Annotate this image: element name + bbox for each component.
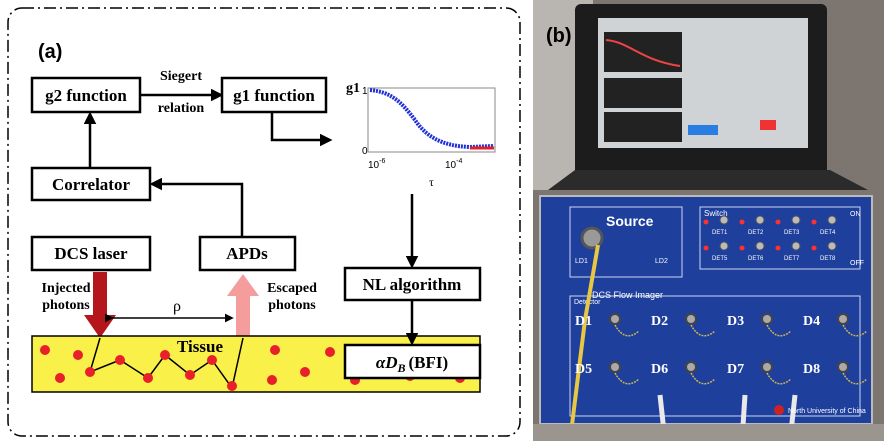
screen-plot [604,112,682,142]
led [740,220,745,225]
edge-label: relation [158,101,205,116]
label: photons [42,298,90,313]
node-label: DCS laser [54,244,128,263]
screen-button [688,125,718,135]
switch-det-label: DET3 [784,230,800,236]
detector-port [762,362,772,372]
toggle [720,242,728,250]
label: ρ [173,298,181,315]
detector-id: D2 [651,314,668,329]
off-label: OFF [850,260,864,267]
connector [582,228,602,248]
switch-det-label: DET8 [820,256,836,262]
switch-det-label: DET6 [748,256,764,262]
inset-ytick: 0 [362,146,368,157]
switch-det-label: DET2 [748,230,764,236]
laptop-base [548,170,868,190]
panel-label: (b) [546,25,572,47]
source-label: Source [606,213,654,229]
ld-label: LD2 [655,258,668,265]
led [776,246,781,251]
detector-port [610,362,620,372]
logo [774,405,784,415]
detector-id: D4 [803,314,820,329]
node-label: NL algorithm [363,275,462,294]
switch-det-label: DET5 [712,256,728,262]
detector-id: D6 [651,362,668,377]
inset-xtick: 10-4 [445,158,462,171]
label: photons [268,298,316,313]
arrow [272,112,330,140]
panel-label: (a) [38,41,62,63]
screen-plot [604,78,682,108]
toggle [828,242,836,250]
inset-ylabel: g1 [346,81,360,96]
node-label: Correlator [52,175,130,194]
toggle [756,242,764,250]
on-label: ON [850,211,861,218]
escape-arrow [227,274,259,336]
switch-det-label: DET7 [784,256,800,262]
detector-port [762,314,772,324]
toggle [792,216,800,224]
detector-id: D8 [803,362,820,377]
figure: (a) g2 function Siegert relation g1 func… [0,0,884,441]
detector-id: D7 [727,362,744,377]
label: Escaped [267,281,317,296]
screen-button [760,120,776,130]
detector-id: D3 [727,314,744,329]
node-label: αDB(BFI) [376,353,448,375]
switch-det-label: DET4 [820,230,836,236]
device-title: DCS Flow Imager [592,290,663,300]
toggle [792,242,800,250]
inset-ytick: 1 [362,86,368,97]
table [533,424,884,441]
edge-label: Siegert [160,69,202,84]
tissue-label: Tissue [177,337,223,356]
led [812,220,817,225]
ld-label: LD1 [575,258,588,265]
inset-frame [368,88,495,152]
page: (a) g2 function Siegert relation g1 func… [0,0,884,441]
led [740,246,745,251]
detector-id: D5 [575,362,592,377]
detector-port [610,314,620,324]
inset-xtick: 10-6 [368,158,385,171]
node-label: APDs [226,244,268,263]
detector-port [686,362,696,372]
led [812,246,817,251]
toggle [756,216,764,224]
detector-id: D1 [575,314,592,329]
toggle [720,216,728,224]
screen-plot [604,32,682,72]
toggle [828,216,836,224]
led [776,220,781,225]
arrow [152,184,242,237]
inset-xlabel: τ [429,175,434,189]
detector-port [838,362,848,372]
led [704,246,709,251]
label: Injected [42,281,91,296]
detector-port [838,314,848,324]
node-label: g2 function [45,86,127,105]
maker-label: North University of China [788,408,866,415]
led [704,220,709,225]
node-label: g1 function [233,86,315,105]
switch-det-label: DET1 [712,230,728,236]
detector-port [686,314,696,324]
